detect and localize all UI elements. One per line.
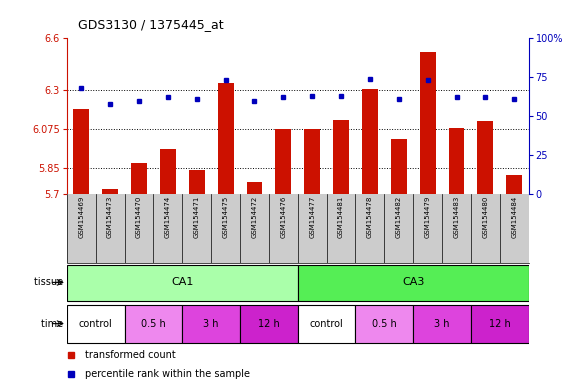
Bar	[67, 306, 124, 343]
Text: tissue: tissue	[34, 277, 66, 287]
Bar	[333, 120, 349, 194]
Bar	[506, 175, 522, 194]
Text: 12 h: 12 h	[258, 319, 280, 329]
Text: GSM154473: GSM154473	[107, 196, 113, 238]
Bar	[304, 129, 320, 194]
Text: GSM154474: GSM154474	[165, 196, 171, 238]
Text: 0.5 h: 0.5 h	[141, 319, 166, 329]
Bar	[189, 170, 205, 194]
Text: GSM154476: GSM154476	[280, 196, 286, 238]
Bar	[218, 83, 234, 194]
Bar	[240, 306, 297, 343]
Text: 0.5 h: 0.5 h	[372, 319, 397, 329]
Text: percentile rank within the sample: percentile rank within the sample	[85, 369, 250, 379]
Bar	[102, 189, 118, 194]
Bar	[478, 121, 493, 194]
Bar	[182, 306, 240, 343]
Text: GSM154484: GSM154484	[511, 196, 517, 238]
Text: 3 h: 3 h	[203, 319, 219, 329]
Text: GSM154478: GSM154478	[367, 196, 373, 238]
Text: GSM154472: GSM154472	[252, 196, 257, 238]
Bar	[160, 149, 176, 194]
Text: GSM154482: GSM154482	[396, 196, 402, 238]
Text: GSM154480: GSM154480	[482, 196, 489, 238]
Text: GSM154470: GSM154470	[136, 196, 142, 238]
Bar	[124, 306, 182, 343]
Bar	[73, 109, 89, 194]
Text: GSM154475: GSM154475	[223, 196, 228, 238]
Text: time: time	[41, 319, 66, 329]
Text: transformed count: transformed count	[85, 350, 176, 360]
Text: GSM154471: GSM154471	[193, 196, 200, 238]
Bar	[362, 89, 378, 194]
Bar	[275, 129, 291, 194]
Bar	[67, 265, 298, 301]
Text: GSM154483: GSM154483	[454, 196, 460, 238]
Bar	[471, 306, 529, 343]
Text: GSM154477: GSM154477	[309, 196, 315, 238]
Text: control: control	[79, 319, 113, 329]
Bar	[449, 128, 464, 194]
Text: 12 h: 12 h	[489, 319, 511, 329]
Bar	[297, 265, 529, 301]
Text: GSM154479: GSM154479	[425, 196, 431, 238]
Text: CA1: CA1	[171, 277, 193, 287]
Bar	[413, 306, 471, 343]
Bar	[246, 182, 263, 194]
Text: 3 h: 3 h	[435, 319, 450, 329]
Text: GSM154469: GSM154469	[78, 196, 84, 238]
Text: GDS3130 / 1375445_at: GDS3130 / 1375445_at	[78, 18, 224, 31]
Bar	[419, 52, 436, 194]
Bar	[356, 306, 413, 343]
Text: GSM154481: GSM154481	[338, 196, 344, 238]
Text: control: control	[310, 319, 343, 329]
Bar	[131, 163, 147, 194]
Bar	[391, 139, 407, 194]
Bar	[297, 306, 356, 343]
Text: CA3: CA3	[402, 277, 425, 287]
